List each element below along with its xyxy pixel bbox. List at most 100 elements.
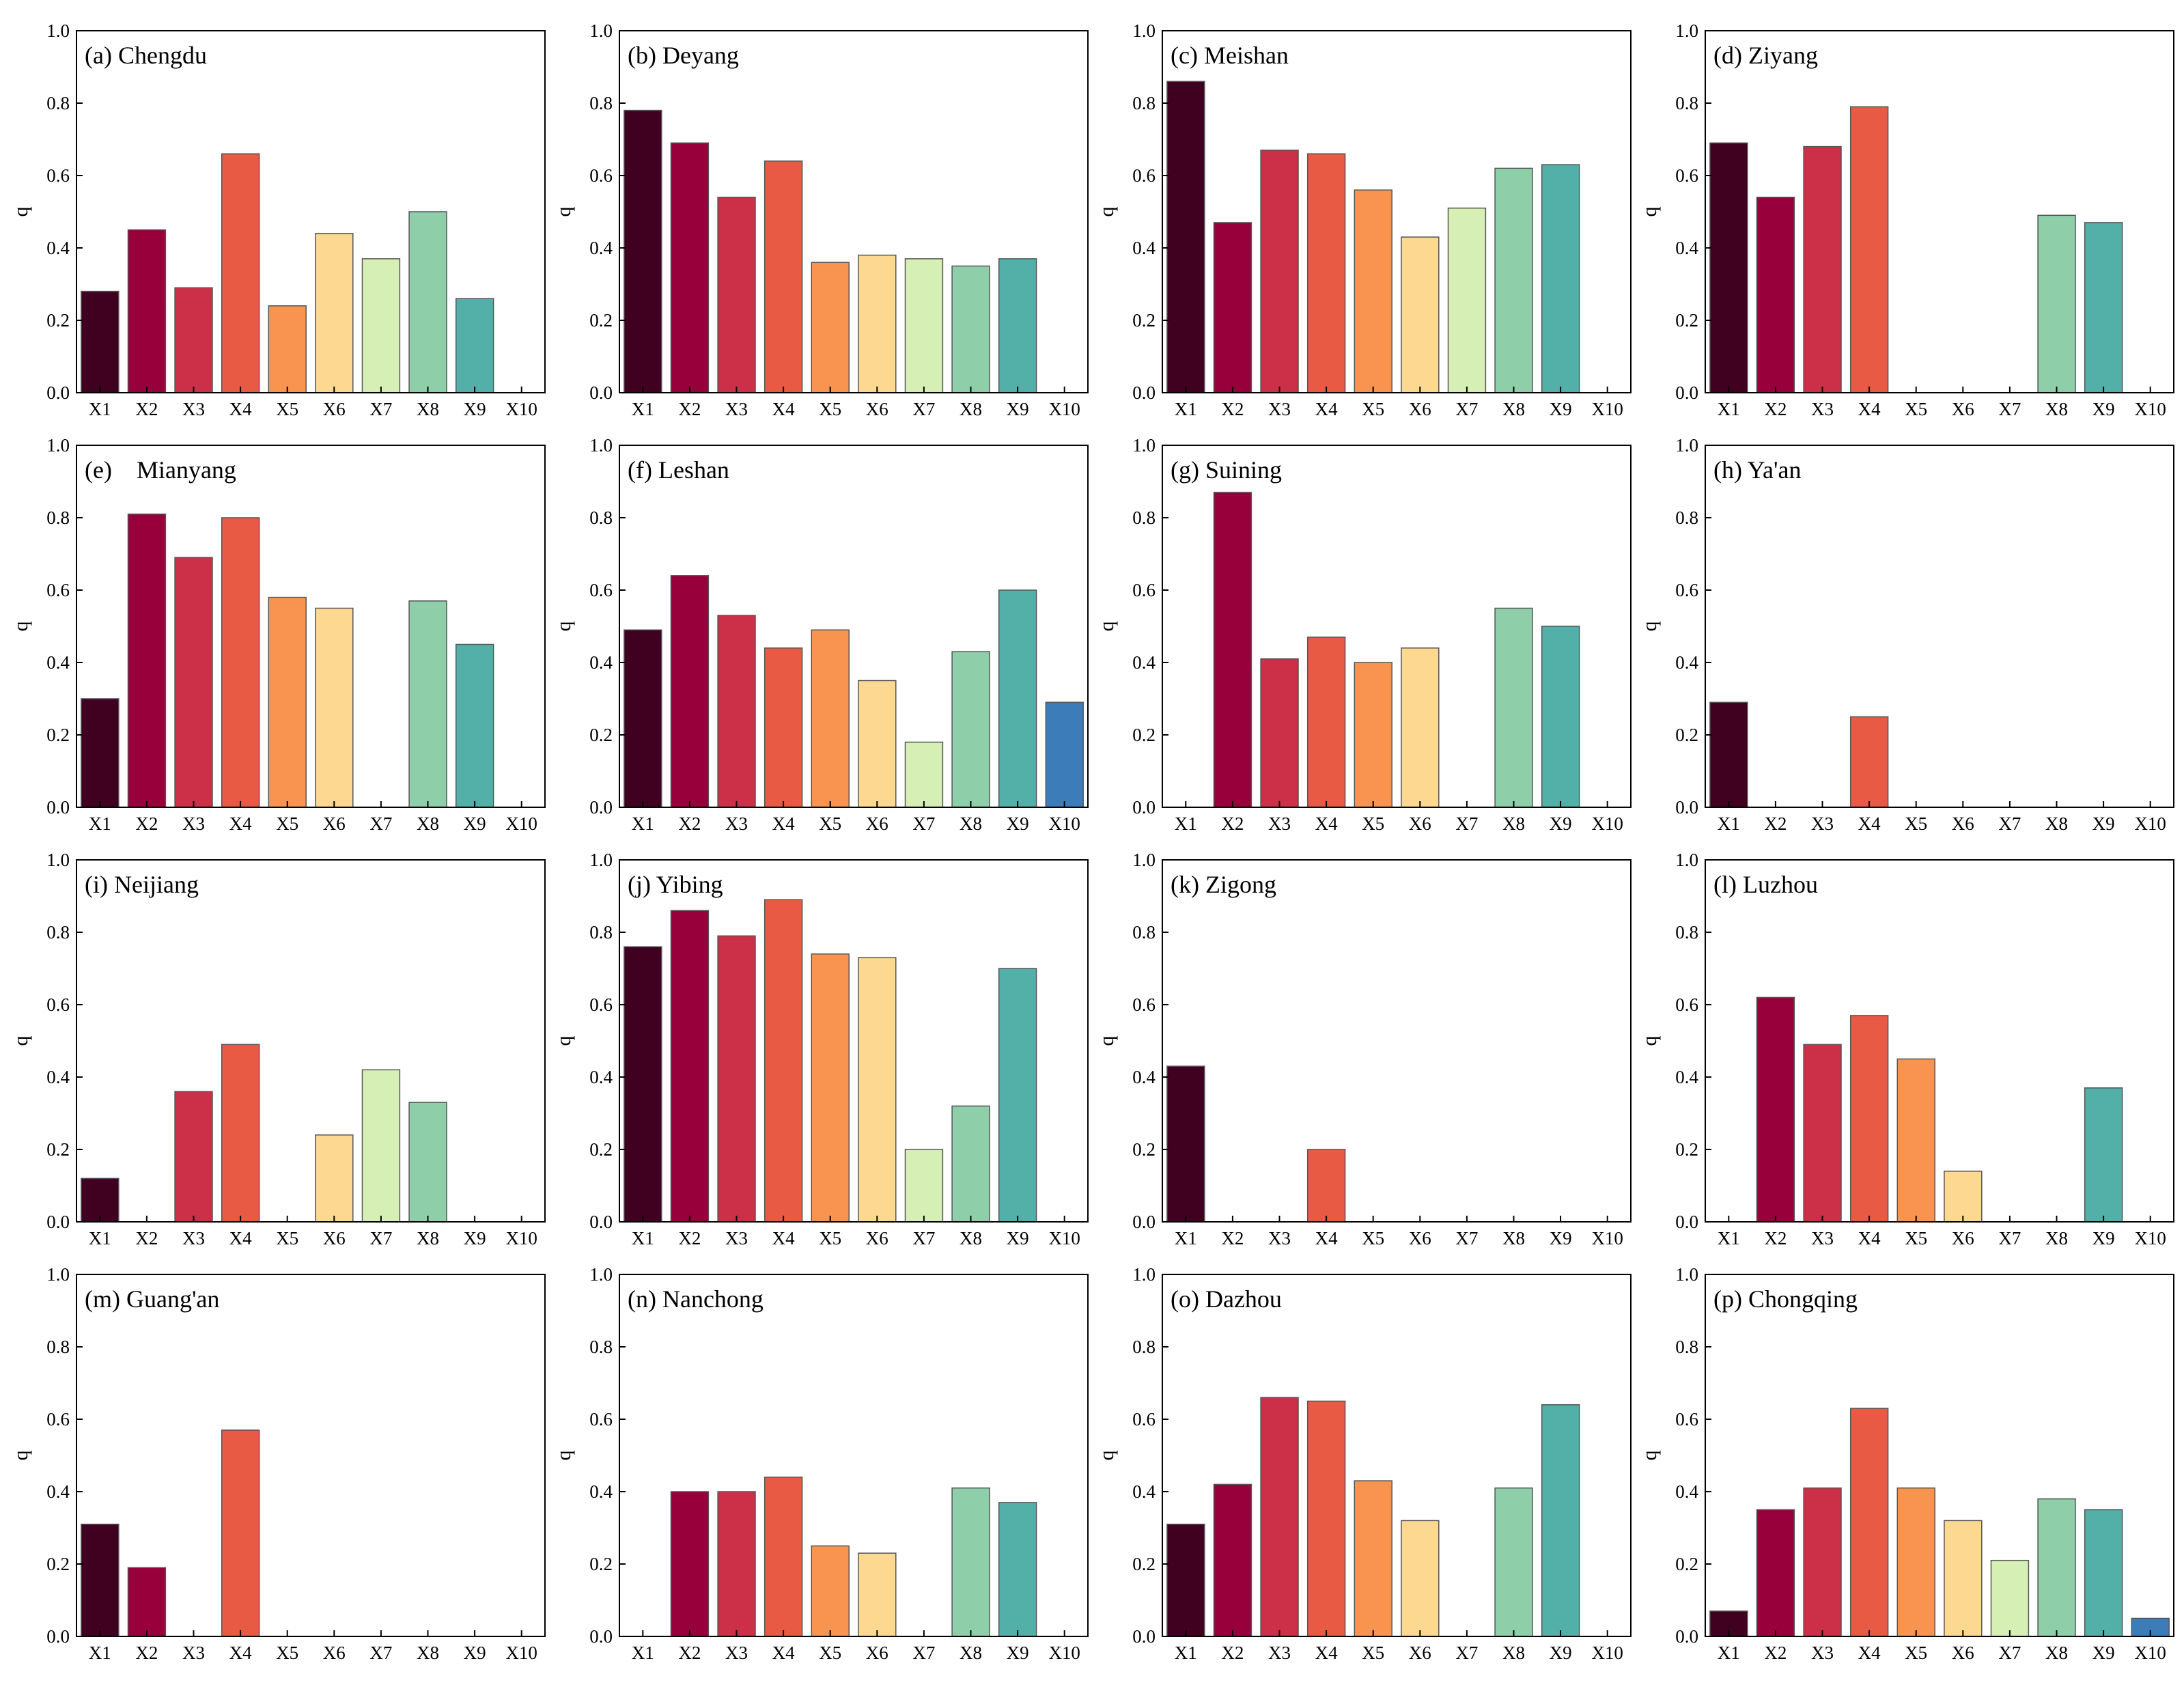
bar-x9 xyxy=(998,258,1037,393)
x-tick-label: X5 xyxy=(276,813,298,834)
panel-3: 0.0 0.2 0.4 0.6 0.8 1.0 X1 X2 X3 X4 X5 X6 X7 X8 X9 X10 q… xyxy=(1095,20,1632,419)
y-tick-label: 0.8 xyxy=(1675,93,1698,113)
bar-x5 xyxy=(811,629,850,808)
y-tick-label: 0.4 xyxy=(589,238,613,258)
x-tick-label: X4 xyxy=(1858,399,1881,419)
x-tick-label: X5 xyxy=(276,399,298,419)
x-tick-label: X4 xyxy=(772,1228,795,1248)
x-tick-label: X10 xyxy=(1048,813,1080,834)
y-tick-label: 0.2 xyxy=(589,310,613,331)
x-tick-label: X9 xyxy=(464,399,486,419)
bar-x5 xyxy=(268,596,307,808)
x-tick-label: X5 xyxy=(1905,1643,1927,1663)
y-tick-label: 0.4 xyxy=(1132,238,1156,258)
bar-x8 xyxy=(408,211,447,393)
y-tick-label: 0.0 xyxy=(589,382,613,403)
panel-2: 0.0 0.2 0.4 0.6 0.8 1.0 X1 X2 X3 X4 X5 X6 X7 X8 X9 X10 q… xyxy=(552,20,1089,419)
plot-frame xyxy=(1705,445,2174,808)
x-tick-label: X8 xyxy=(960,1643,982,1663)
y-tick-label: 0.6 xyxy=(589,580,613,600)
bar-x6 xyxy=(1944,1171,1983,1223)
y-tick-label: 0.2 xyxy=(1675,1554,1698,1574)
x-tick-label: X4 xyxy=(229,1228,252,1248)
bar-x6 xyxy=(1401,647,1440,808)
x-tick-label: X2 xyxy=(1221,1228,1244,1248)
y-tick-label: 1.0 xyxy=(1132,1264,1156,1285)
x-tick-label: X1 xyxy=(1718,1228,1740,1248)
x-tick-label: X3 xyxy=(182,813,205,834)
y-tick-label: 1.0 xyxy=(46,850,70,870)
y-tick-label: 0.6 xyxy=(46,994,70,1015)
x-tick-label: X10 xyxy=(505,1643,537,1663)
y-tick-label: 0.8 xyxy=(589,93,613,113)
y-tick-label: 0.4 xyxy=(589,652,613,673)
bar-x9 xyxy=(998,968,1037,1223)
bar-x1 xyxy=(1709,701,1748,808)
x-tick-label: X1 xyxy=(632,399,654,419)
x-tick-label: X8 xyxy=(417,813,439,834)
bar-x7 xyxy=(1447,207,1487,393)
x-tick-label: X1 xyxy=(1175,1643,1197,1663)
x-tick-label: X3 xyxy=(1268,1643,1291,1663)
y-tick-label: 0.6 xyxy=(46,580,70,600)
x-tick-label: X3 xyxy=(725,1643,748,1663)
x-tick-label: X1 xyxy=(89,1228,111,1248)
x-tick-label: X3 xyxy=(1268,813,1291,834)
x-tick-label: X8 xyxy=(417,399,439,419)
y-tick-label: 0.0 xyxy=(1675,1212,1698,1232)
x-tick-label: X6 xyxy=(1952,813,1974,834)
bar-x1 xyxy=(624,946,662,1223)
bar-x2 xyxy=(1213,492,1252,808)
bar-x1 xyxy=(1166,81,1205,393)
x-tick-label: X6 xyxy=(1409,399,1431,419)
x-tick-label: X2 xyxy=(135,399,158,419)
plot-frame xyxy=(619,445,1089,808)
x-tick-label: X4 xyxy=(772,399,795,419)
x-tick-label: X1 xyxy=(1718,1643,1740,1663)
y-tick-label: 0.2 xyxy=(46,310,70,331)
x-tick-label: X1 xyxy=(632,1643,654,1663)
y-tick-label: 0.2 xyxy=(1675,310,1698,331)
x-tick-label: X10 xyxy=(2134,813,2166,834)
bar-x3 xyxy=(1803,145,1842,393)
x-tick-label: X7 xyxy=(1998,1228,2021,1248)
y-tick-label: 1.0 xyxy=(1132,435,1156,456)
bar-x3 xyxy=(717,1491,756,1637)
x-tick-label: X2 xyxy=(678,813,701,834)
y-tick-label: 0.6 xyxy=(589,994,613,1015)
y-axis-label: q xyxy=(1095,1036,1118,1046)
y-tick-label: 0.8 xyxy=(1132,93,1156,113)
bar-x6 xyxy=(315,233,354,393)
x-tick-label: X10 xyxy=(505,1228,537,1248)
y-axis-label: q xyxy=(552,1036,575,1046)
panel-title: (f) Leshan xyxy=(628,456,729,484)
bar-x9 xyxy=(1541,1404,1580,1637)
panel-4: 0.0 0.2 0.4 0.6 0.8 1.0 X1 X2 X3 X4 X5 X6 X7 X8 X9 X10 q… xyxy=(1638,20,2174,419)
x-tick-label: X8 xyxy=(1502,813,1525,834)
y-tick-label: 0.6 xyxy=(1132,165,1156,186)
y-tick-label: 0.2 xyxy=(46,1554,70,1574)
y-axis-label: q xyxy=(10,1451,32,1461)
x-tick-label: X9 xyxy=(2092,399,2115,419)
y-tick-label: 0.4 xyxy=(1675,652,1698,673)
panel-title: (p) Chongqing xyxy=(1713,1285,1858,1313)
y-axis-label: q xyxy=(1095,1451,1118,1461)
y-tick-label: 1.0 xyxy=(589,850,613,870)
x-tick-label: X1 xyxy=(1175,1228,1197,1248)
panel-title: (e) Mianyang xyxy=(85,456,236,484)
x-tick-label: X9 xyxy=(1007,1643,1029,1663)
panel-5: 0.0 0.2 0.4 0.6 0.8 1.0 X1 X2 X3 X4 X5 X6 X7 X8 X9 X10 q… xyxy=(10,435,546,834)
bar-x5 xyxy=(1354,1480,1392,1637)
x-tick-label: X2 xyxy=(678,1643,701,1663)
y-tick-label: 0.4 xyxy=(46,1481,70,1502)
y-axis-label: q xyxy=(10,622,32,632)
bar-x5 xyxy=(1896,1487,1935,1637)
panel-title: (o) Dazhou xyxy=(1171,1285,1282,1313)
y-tick-label: 0.6 xyxy=(46,1409,70,1429)
x-tick-label: X4 xyxy=(772,1643,795,1663)
panel-title: (d) Ziyang xyxy=(1713,42,1818,69)
bar-x3 xyxy=(717,615,756,808)
x-tick-label: X10 xyxy=(1048,1228,1080,1248)
bar-x6 xyxy=(858,680,897,808)
